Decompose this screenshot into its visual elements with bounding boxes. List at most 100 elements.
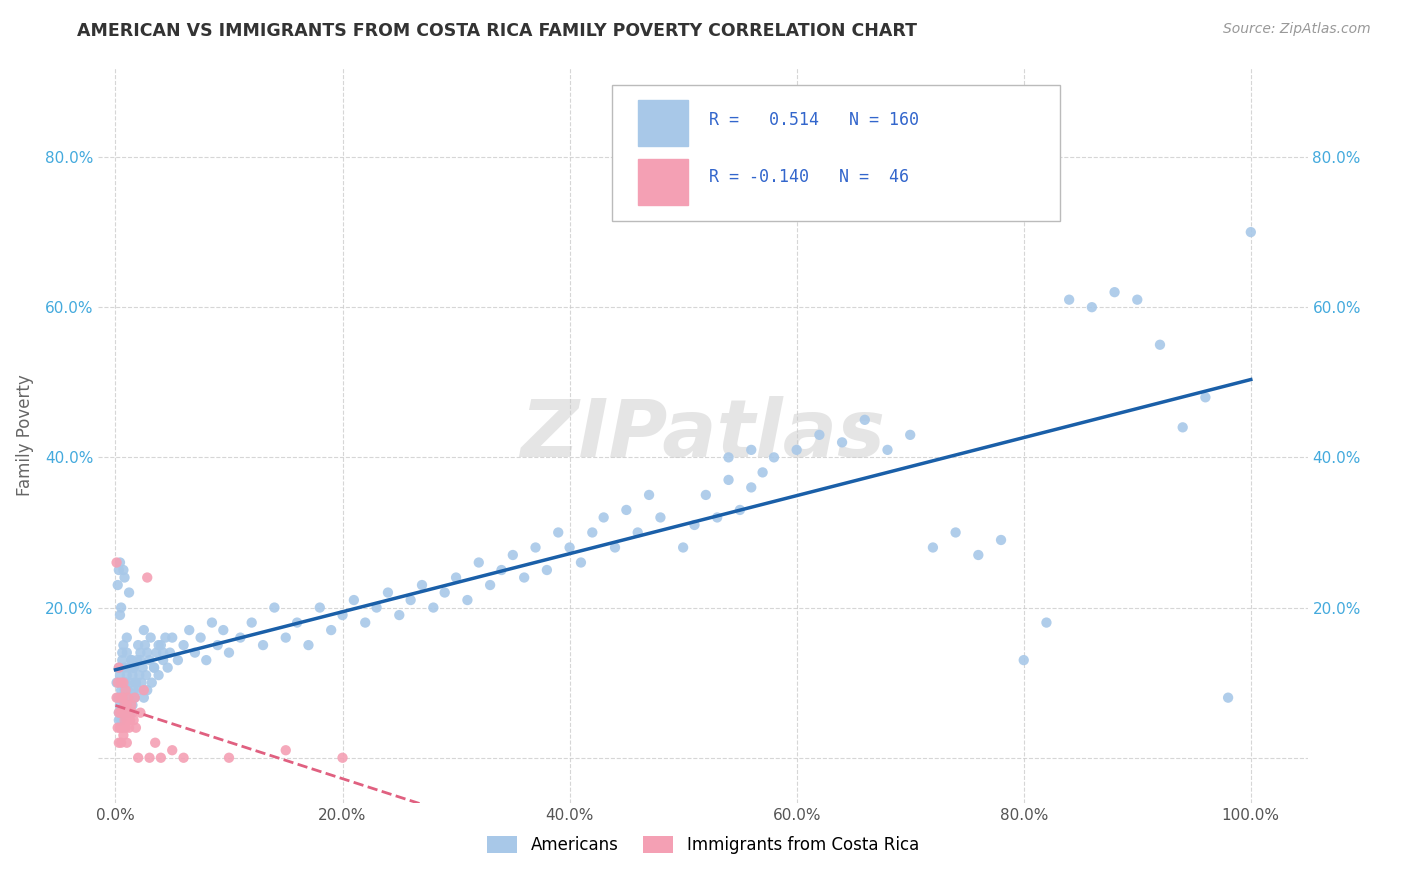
Point: [114, 721, 136, 735]
Point: [717, 450, 740, 465]
Point: [513, 570, 536, 584]
Point: [717, 473, 740, 487]
Point: [125, 675, 148, 690]
Point: [706, 510, 728, 524]
Point: [139, 631, 162, 645]
Point: [152, 653, 174, 667]
Point: [105, 690, 128, 705]
Point: [120, 690, 142, 705]
Point: [136, 683, 159, 698]
Point: [107, 578, 129, 592]
Point: [173, 638, 195, 652]
Point: [127, 638, 149, 652]
Point: [592, 510, 614, 524]
Point: [115, 713, 138, 727]
Point: [831, 435, 853, 450]
Point: [125, 721, 148, 735]
Point: [108, 690, 131, 705]
Point: [108, 706, 131, 720]
Point: [112, 675, 135, 690]
Point: [111, 706, 134, 720]
Point: [145, 646, 167, 660]
Point: [399, 593, 422, 607]
Point: [111, 653, 134, 667]
Point: [115, 631, 138, 645]
Point: [740, 442, 762, 457]
Point: [672, 541, 695, 555]
Point: [491, 563, 513, 577]
Point: [1035, 615, 1057, 630]
Point: [115, 646, 138, 660]
Point: [377, 585, 399, 599]
Point: [240, 615, 263, 630]
Point: [898, 428, 921, 442]
Point: [388, 608, 411, 623]
Point: [558, 541, 581, 555]
Point: [751, 466, 773, 480]
Point: [128, 668, 150, 682]
Point: [121, 668, 143, 682]
Point: [167, 653, 190, 667]
Point: [132, 623, 155, 637]
Point: [110, 675, 132, 690]
Point: [112, 706, 135, 720]
Point: [1149, 337, 1171, 351]
Point: [354, 615, 377, 630]
Point: [115, 698, 138, 713]
Point: [132, 683, 155, 698]
Point: [138, 750, 160, 764]
Point: [108, 608, 131, 623]
Point: [124, 690, 146, 705]
Point: [110, 683, 132, 698]
Point: [650, 510, 672, 524]
Point: [114, 675, 136, 690]
Point: [107, 690, 129, 705]
Point: [627, 525, 650, 540]
Point: [143, 660, 166, 674]
Point: [107, 721, 129, 735]
Point: [195, 653, 218, 667]
Text: R = -0.140   N =  46: R = -0.140 N = 46: [709, 169, 910, 186]
Point: [125, 675, 148, 690]
Point: [1194, 390, 1216, 404]
Legend: Americans, Immigrants from Costa Rica: Americans, Immigrants from Costa Rica: [481, 830, 925, 861]
Point: [332, 750, 354, 764]
Point: [479, 578, 502, 592]
Point: [683, 518, 706, 533]
Point: [129, 646, 152, 660]
Point: [118, 690, 141, 705]
Point: [136, 570, 159, 584]
Point: [1012, 653, 1035, 667]
Point: [160, 631, 183, 645]
Point: [127, 750, 149, 764]
Point: [184, 646, 207, 660]
Point: [114, 570, 136, 584]
Point: [114, 690, 136, 705]
Point: [148, 668, 170, 682]
Point: [638, 488, 661, 502]
Point: [967, 548, 990, 562]
Point: [131, 660, 153, 674]
Point: [121, 698, 143, 713]
Point: [762, 450, 785, 465]
Point: [117, 683, 139, 698]
Point: [108, 660, 131, 674]
Point: [125, 653, 148, 667]
Point: [229, 631, 252, 645]
Point: [433, 585, 456, 599]
Point: [118, 721, 141, 735]
Point: [1171, 420, 1194, 434]
Point: [107, 675, 129, 690]
Point: [110, 600, 132, 615]
Point: [444, 570, 467, 584]
Point: [148, 638, 170, 652]
Point: [1240, 225, 1263, 239]
Point: [179, 623, 201, 637]
Point: [297, 638, 319, 652]
Text: AMERICAN VS IMMIGRANTS FROM COSTA RICA FAMILY POVERTY CORRELATION CHART: AMERICAN VS IMMIGRANTS FROM COSTA RICA F…: [77, 22, 917, 40]
Point: [121, 706, 143, 720]
Point: [285, 615, 308, 630]
Point: [129, 706, 152, 720]
Point: [332, 608, 354, 623]
Point: [308, 600, 330, 615]
